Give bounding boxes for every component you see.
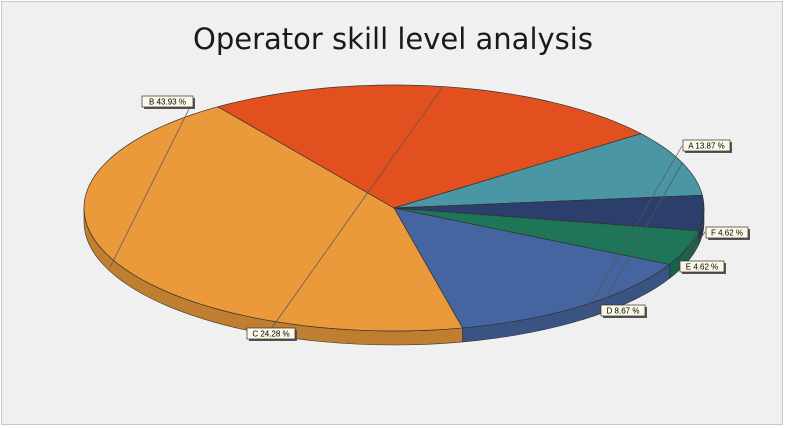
label-leaders [109,86,706,330]
label-text-D: D 8.67 % [607,306,640,315]
slice-label-E: E 4.62 % [679,260,726,274]
leader-E [678,222,705,267]
slice-label-F: F 4.62 % [705,226,750,240]
label-text-F: F 4.62 % [711,228,743,237]
chart-title: Operator skill level analysis [193,22,593,56]
label-box-C [246,327,296,340]
label-box-B [141,95,194,108]
label-text-C: C 24.28 % [252,329,289,338]
label-box-E [679,260,725,273]
slice-label-A: A 13.87 % [682,139,732,153]
pie-tops [83,84,705,332]
slice-E [393,194,705,232]
label-text-B: B 43.93 % [149,97,186,106]
slice-label-D: D 8.67 % [600,304,647,318]
leader-A [583,145,683,316]
slice-label-B: B 43.93 % [141,95,195,109]
leader-B [109,100,194,268]
leader-C [270,86,444,330]
label-box-F [705,226,749,239]
slice-labels: A 13.87 % B 43.93 % C 24.28 % D 8.67 % E 4.6… [141,95,750,341]
label-text-A: A 13.87 % [688,141,724,150]
label-text-E: E 4.62 % [686,262,718,271]
slice-A [393,207,671,329]
leader-F [686,231,706,259]
label-box-A [682,139,731,152]
leader-D [599,162,683,310]
slice-B [83,106,464,332]
label-box-D [600,304,646,317]
slice-label-C: C 24.28 % [246,327,297,341]
